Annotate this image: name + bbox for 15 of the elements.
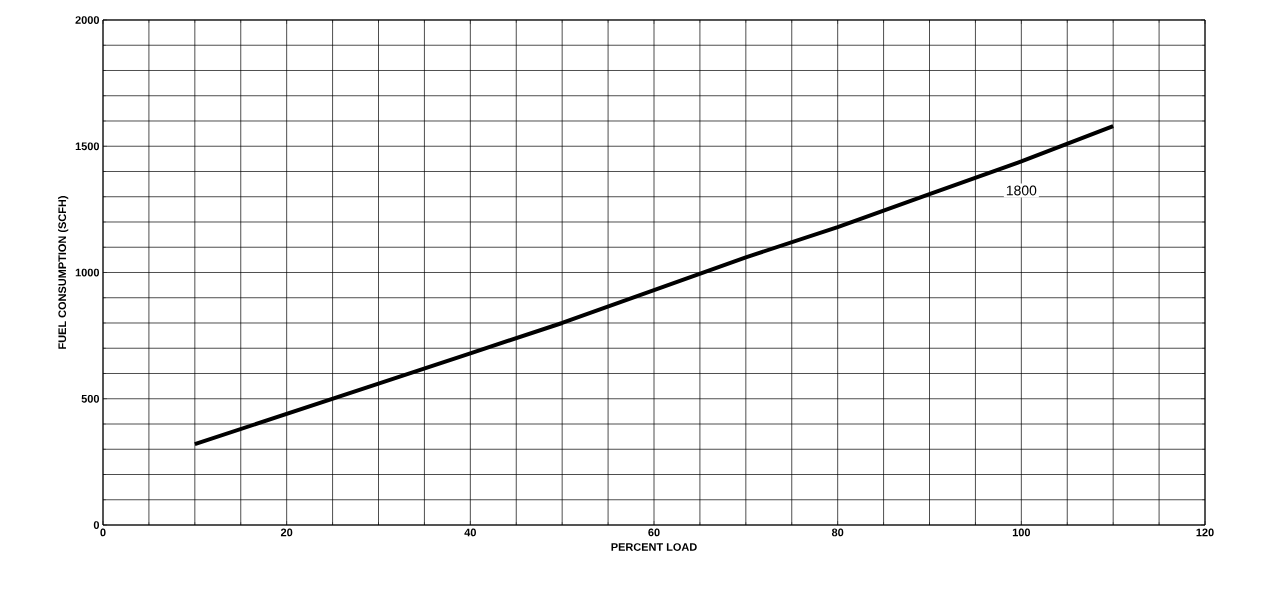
y-tick-label: 500 — [81, 394, 100, 403]
x-tick-label: 40 — [464, 528, 476, 537]
x-tick-label: 120 — [1196, 528, 1214, 537]
x-tick-label: 100 — [1012, 528, 1031, 537]
y-tick-label: 1000 — [75, 268, 100, 277]
y-axis-title: FUEL CONSUMPTION (SCFH) — [58, 196, 69, 349]
y-tick-label: 1500 — [75, 142, 100, 151]
x-axis-title: PERCENT LOAD — [611, 543, 697, 551]
x-tick-label: 20 — [280, 528, 293, 537]
x-tick-label: 0 — [100, 528, 106, 537]
y-tick-label: 2000 — [75, 16, 100, 24]
series-label: 1800 — [1006, 185, 1037, 196]
x-tick-label: 60 — [648, 528, 660, 537]
y-tick-label: 0 — [93, 521, 100, 529]
x-tick-label: 80 — [831, 528, 844, 537]
